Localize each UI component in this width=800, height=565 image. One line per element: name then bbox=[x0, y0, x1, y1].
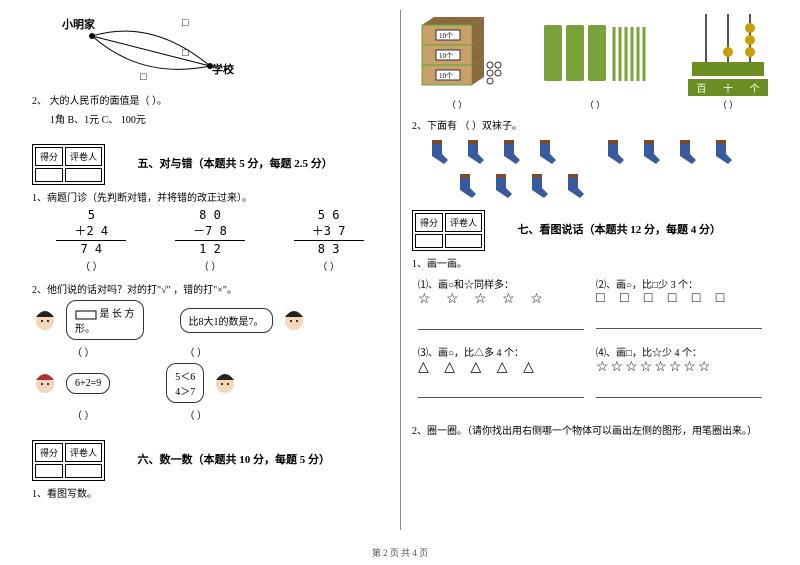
bubble-rectangle: 是 长 方形。 bbox=[66, 300, 144, 340]
svg-text:□: □ bbox=[182, 17, 189, 29]
section-7-title: 七、看图说话（本题共 12 分，每题 4 分） bbox=[518, 221, 722, 237]
speech-paren-1: （ ）（ ） bbox=[72, 344, 388, 359]
svg-text:10个: 10个 bbox=[439, 72, 453, 80]
boxes-image: 10个 10个 10个 （ ） bbox=[412, 13, 502, 111]
section-6-title: 六、数一数（本题共 10 分，每题 5 分） bbox=[138, 451, 331, 467]
sec6-q1: 1、看图写数。 bbox=[32, 485, 388, 500]
route-diagram: 小明家 学校 □ □ □ bbox=[32, 8, 388, 88]
sec7-q1: 1、画一画。 bbox=[412, 255, 768, 270]
svg-text:10个: 10个 bbox=[439, 32, 453, 40]
sock-icon bbox=[452, 172, 480, 200]
child-face-icon bbox=[281, 307, 307, 333]
bubble-compare-8: 比8大1的数是7。 bbox=[180, 308, 273, 333]
sock-icon bbox=[672, 138, 700, 166]
arith-paren-row: （ ） （ ） （ ） bbox=[32, 258, 388, 273]
speech-paren-2: （ ）（ ） bbox=[72, 407, 388, 422]
abacus-labels: 百十个 bbox=[688, 79, 768, 96]
abacus-image: 百十个 （ ） bbox=[688, 8, 768, 111]
arith-c: 5 6 ＋3 7 8 3 bbox=[294, 208, 364, 256]
child-face-icon bbox=[32, 370, 58, 396]
node-home: 小明家 bbox=[61, 17, 96, 31]
sock-icon bbox=[424, 138, 452, 166]
currency-question-stem: 2、 大的人民币的面值是（ ）。 bbox=[32, 92, 388, 107]
sock-icon bbox=[524, 172, 552, 200]
node-school: 学校 bbox=[212, 62, 235, 76]
section-7-header: 得分评卷人 七、看图说话（本题共 12 分，每题 4 分） bbox=[412, 210, 768, 251]
bubble-compare-nums: 5＜64＞7 bbox=[166, 363, 204, 403]
socks-question: 2、下面有 （ ）双袜子。 bbox=[412, 117, 768, 132]
sec5-q2: 2、他们说的话对吗？对的打"√" ，错的打"×"。 bbox=[32, 281, 388, 296]
sock-icon bbox=[496, 138, 524, 166]
sock-icon bbox=[532, 138, 560, 166]
sticks-image: （ ） bbox=[540, 13, 650, 111]
column-divider bbox=[400, 10, 401, 530]
draw-grid: ⑴、画○和☆同样多： ☆ ☆ ☆ ☆ ☆ ⑵、画○，比□少 3 个： □ □ □… bbox=[412, 272, 768, 408]
sock-icon bbox=[488, 172, 516, 200]
child-face-icon bbox=[212, 370, 238, 396]
score-box: 得分评卷人 bbox=[32, 144, 105, 185]
arith-b: 8 0 －7 8 1 2 bbox=[175, 208, 245, 256]
sock-icon bbox=[560, 172, 588, 200]
sock-icon bbox=[600, 138, 628, 166]
score-box: 得分评卷人 bbox=[412, 210, 485, 251]
sock-icon bbox=[636, 138, 664, 166]
svg-text:□: □ bbox=[182, 47, 189, 59]
draw-cell-2: ⑵、画○，比□少 3 个： □ □ □ □ □ □ bbox=[590, 272, 768, 340]
route-svg: 小明家 学校 □ □ □ bbox=[32, 8, 292, 88]
sock-icon bbox=[460, 138, 488, 166]
section-5-header: 得分评卷人 五、对与错（本题共 5 分，每题 2.5 分） bbox=[32, 144, 388, 185]
section-6-header: 得分评卷人 六、数一数（本题共 10 分，每题 5 分） bbox=[32, 440, 388, 481]
speech-row-1: 是 长 方形。 比8大1的数是7。 bbox=[32, 300, 388, 340]
left-column: 小明家 学校 □ □ □ 2、 大的人民币的面值是（ ）。 1角 B、1元 C、… bbox=[20, 8, 400, 540]
draw-cell-4: ⑷、画□，比☆少 4 个： ☆☆☆☆☆☆☆☆ bbox=[590, 340, 768, 408]
arithmetic-row: 5 ＋2 4 7 4 8 0 －7 8 1 2 5 6 ＋3 7 8 3 bbox=[32, 208, 388, 256]
sock-icon bbox=[708, 138, 736, 166]
right-column: 10个 10个 10个 （ ） bbox=[400, 8, 780, 540]
score-box: 得分评卷人 bbox=[32, 440, 105, 481]
sock-row-1 bbox=[424, 138, 768, 166]
page-footer: 第 2 页 共 4 页 bbox=[0, 546, 800, 559]
sec7-q2: 2、圈一圈。（请你找出用右侧哪一个物体可以画出左侧的图形，用笔圈出来。） bbox=[412, 422, 768, 437]
section-5-title: 五、对与错（本题共 5 分，每题 2.5 分） bbox=[138, 155, 333, 171]
arith-a: 5 ＋2 4 7 4 bbox=[56, 208, 126, 256]
child-face-icon bbox=[32, 307, 58, 333]
sec5-q1: 1、病题门诊（先判断对错，并将错的改正过来）。 bbox=[32, 189, 388, 204]
counting-images-row: 10个 10个 10个 （ ） bbox=[412, 8, 768, 111]
speech-row-2: 6+2=9 5＜64＞7 bbox=[32, 363, 388, 403]
sock-row-2 bbox=[452, 172, 768, 200]
currency-question-options: 1角 B、1元 C、 100元 bbox=[50, 111, 388, 126]
svg-text:□: □ bbox=[140, 71, 147, 83]
svg-text:10个: 10个 bbox=[439, 52, 453, 60]
draw-cell-1: ⑴、画○和☆同样多： ☆ ☆ ☆ ☆ ☆ bbox=[412, 272, 590, 340]
draw-cell-3: ⑶、画○，比△多 4 个： △ △ △ △ △ bbox=[412, 340, 590, 408]
bubble-addition: 6+2=9 bbox=[66, 373, 110, 394]
